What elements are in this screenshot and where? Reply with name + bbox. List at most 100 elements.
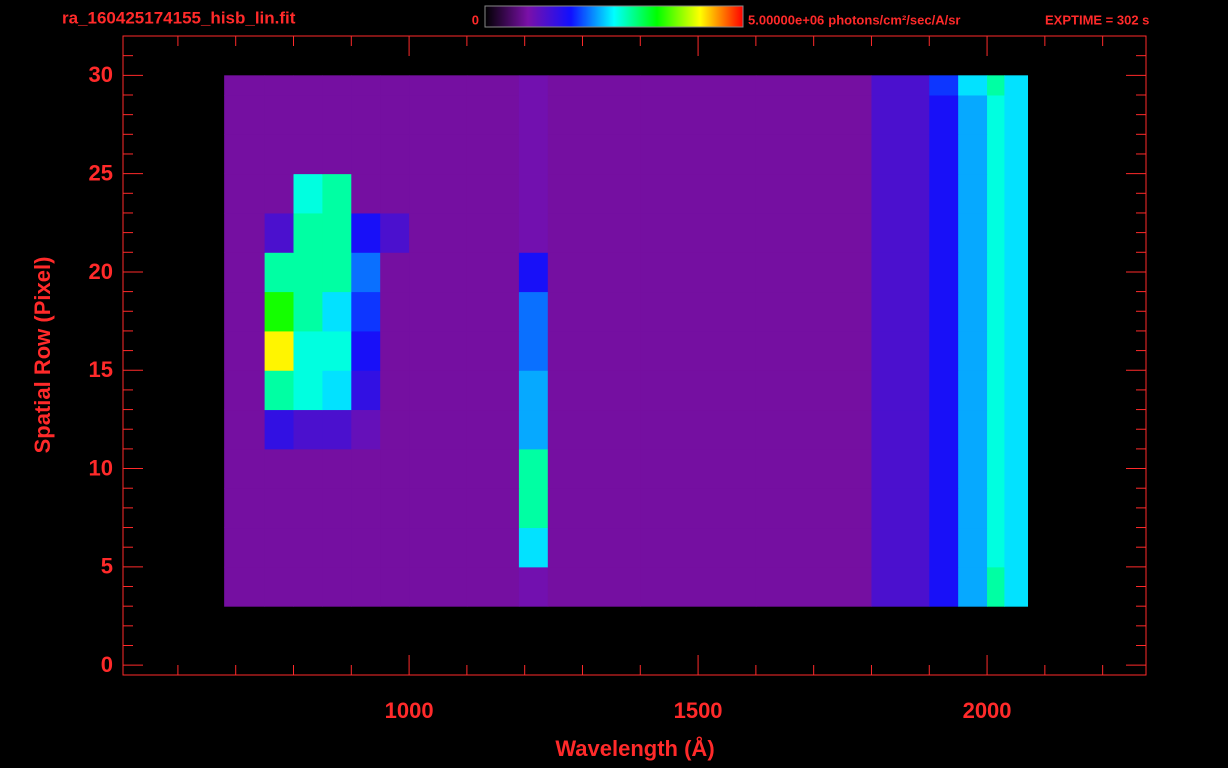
heatmap-cell [547,330,641,371]
heatmap-cell [640,409,757,450]
heatmap-cell [380,370,410,411]
heatmap-cell [224,94,266,135]
y-tick-label: 20 [89,259,113,284]
heatmap-cell [264,173,294,214]
heatmap-cell [466,94,520,135]
heatmap-cell [409,370,468,411]
heatmap-cell [871,94,930,135]
heatmap-cell [466,252,520,293]
heatmap-cell [224,252,266,293]
heatmap-cell [264,370,294,411]
heatmap-cell [293,330,323,371]
heatmap-cell [755,291,872,332]
heatmap-cell [547,566,641,607]
heatmap-cell [293,527,323,568]
heatmap-cell [293,134,323,175]
heatmap-cell [224,370,266,411]
heatmap-cell [466,291,520,332]
heatmap-cell [264,566,294,607]
heatmap-cell [380,527,410,568]
heatmap-cell [958,409,988,450]
heatmap-cell [640,134,757,175]
heatmap-cell [871,134,930,175]
heatmap-cell [987,212,1005,253]
heatmap-cell [547,409,641,450]
heatmap-cell [293,448,323,489]
heatmap-cell [380,330,410,371]
heatmap-cell [224,527,266,568]
heatmap-cell [409,75,468,96]
heatmap-cell [409,134,468,175]
heatmap-cell [322,173,352,214]
y-tick-label: 10 [89,455,113,480]
heatmap-cell [518,252,549,293]
heatmap-cell [929,212,959,253]
heatmap-cell [871,75,930,96]
heatmap-cell [755,330,872,371]
heatmap-cell [1004,212,1029,253]
heatmap-cell [871,173,930,214]
heatmap-cell [755,212,872,253]
heatmap-cell [871,527,930,568]
heatmap-cell [958,566,988,607]
heatmap-cell [293,566,323,607]
heatmap-cell [987,370,1005,411]
heatmap-cell [264,527,294,568]
x-tick-label: 1500 [674,698,723,723]
chart-title: ra_160425174155_hisb_lin.fit [62,8,296,27]
heatmap-cell [958,291,988,332]
heatmap-cell [1004,448,1029,489]
heatmap-cell [640,75,757,96]
heatmap-cell [409,488,468,529]
heatmap-cell [293,212,323,253]
heatmap-cell [322,75,352,96]
heatmap-cell [640,252,757,293]
heatmap-cell [1004,566,1029,607]
heatmap-cell [871,212,930,253]
heatmap-cell [466,527,520,568]
heatmap-cell [518,291,549,332]
heatmap-cell [466,134,520,175]
heatmap-cell [293,370,323,411]
heatmap-cell [958,94,988,135]
heatmap-cell [466,75,520,96]
heatmap-cell [1004,370,1029,411]
heatmap-cell [518,330,549,371]
heatmap-cell [264,448,294,489]
heatmap-cell [224,134,266,175]
heatmap-cell [518,527,549,568]
heatmap-cell [640,212,757,253]
y-tick-label: 25 [89,160,113,185]
heatmap-cell [958,370,988,411]
heatmap-cell [466,173,520,214]
heatmap-cell [224,488,266,529]
heatmap-cell [755,75,872,96]
plot-frame [122,35,1147,676]
heatmap-cell [224,212,266,253]
heatmap-cell [380,488,410,529]
heatmap-cell [380,409,410,450]
heatmap-cell [929,291,959,332]
heatmap-cell [755,488,872,529]
heatmap-cell [380,75,410,96]
x-tick-label: 2000 [963,698,1012,723]
heatmap-cell [409,527,468,568]
heatmap-cell [380,212,410,253]
heatmap-cell [322,330,352,371]
heatmap-cell [871,448,930,489]
heatmap-cell [518,212,549,253]
heatmap-cell [518,409,549,450]
heatmap-cell [640,527,757,568]
heatmap-cell [466,330,520,371]
heatmap-cell [351,330,381,371]
heatmap-cell [466,212,520,253]
heatmap-cell [987,566,1005,607]
heatmap-cell [1004,134,1029,175]
heatmap-cell [1004,94,1029,135]
heatmap-cell [871,488,930,529]
heatmap-cell [466,448,520,489]
heatmap-cell [409,173,468,214]
heatmap-cell [322,94,352,135]
heatmap-cell [224,409,266,450]
